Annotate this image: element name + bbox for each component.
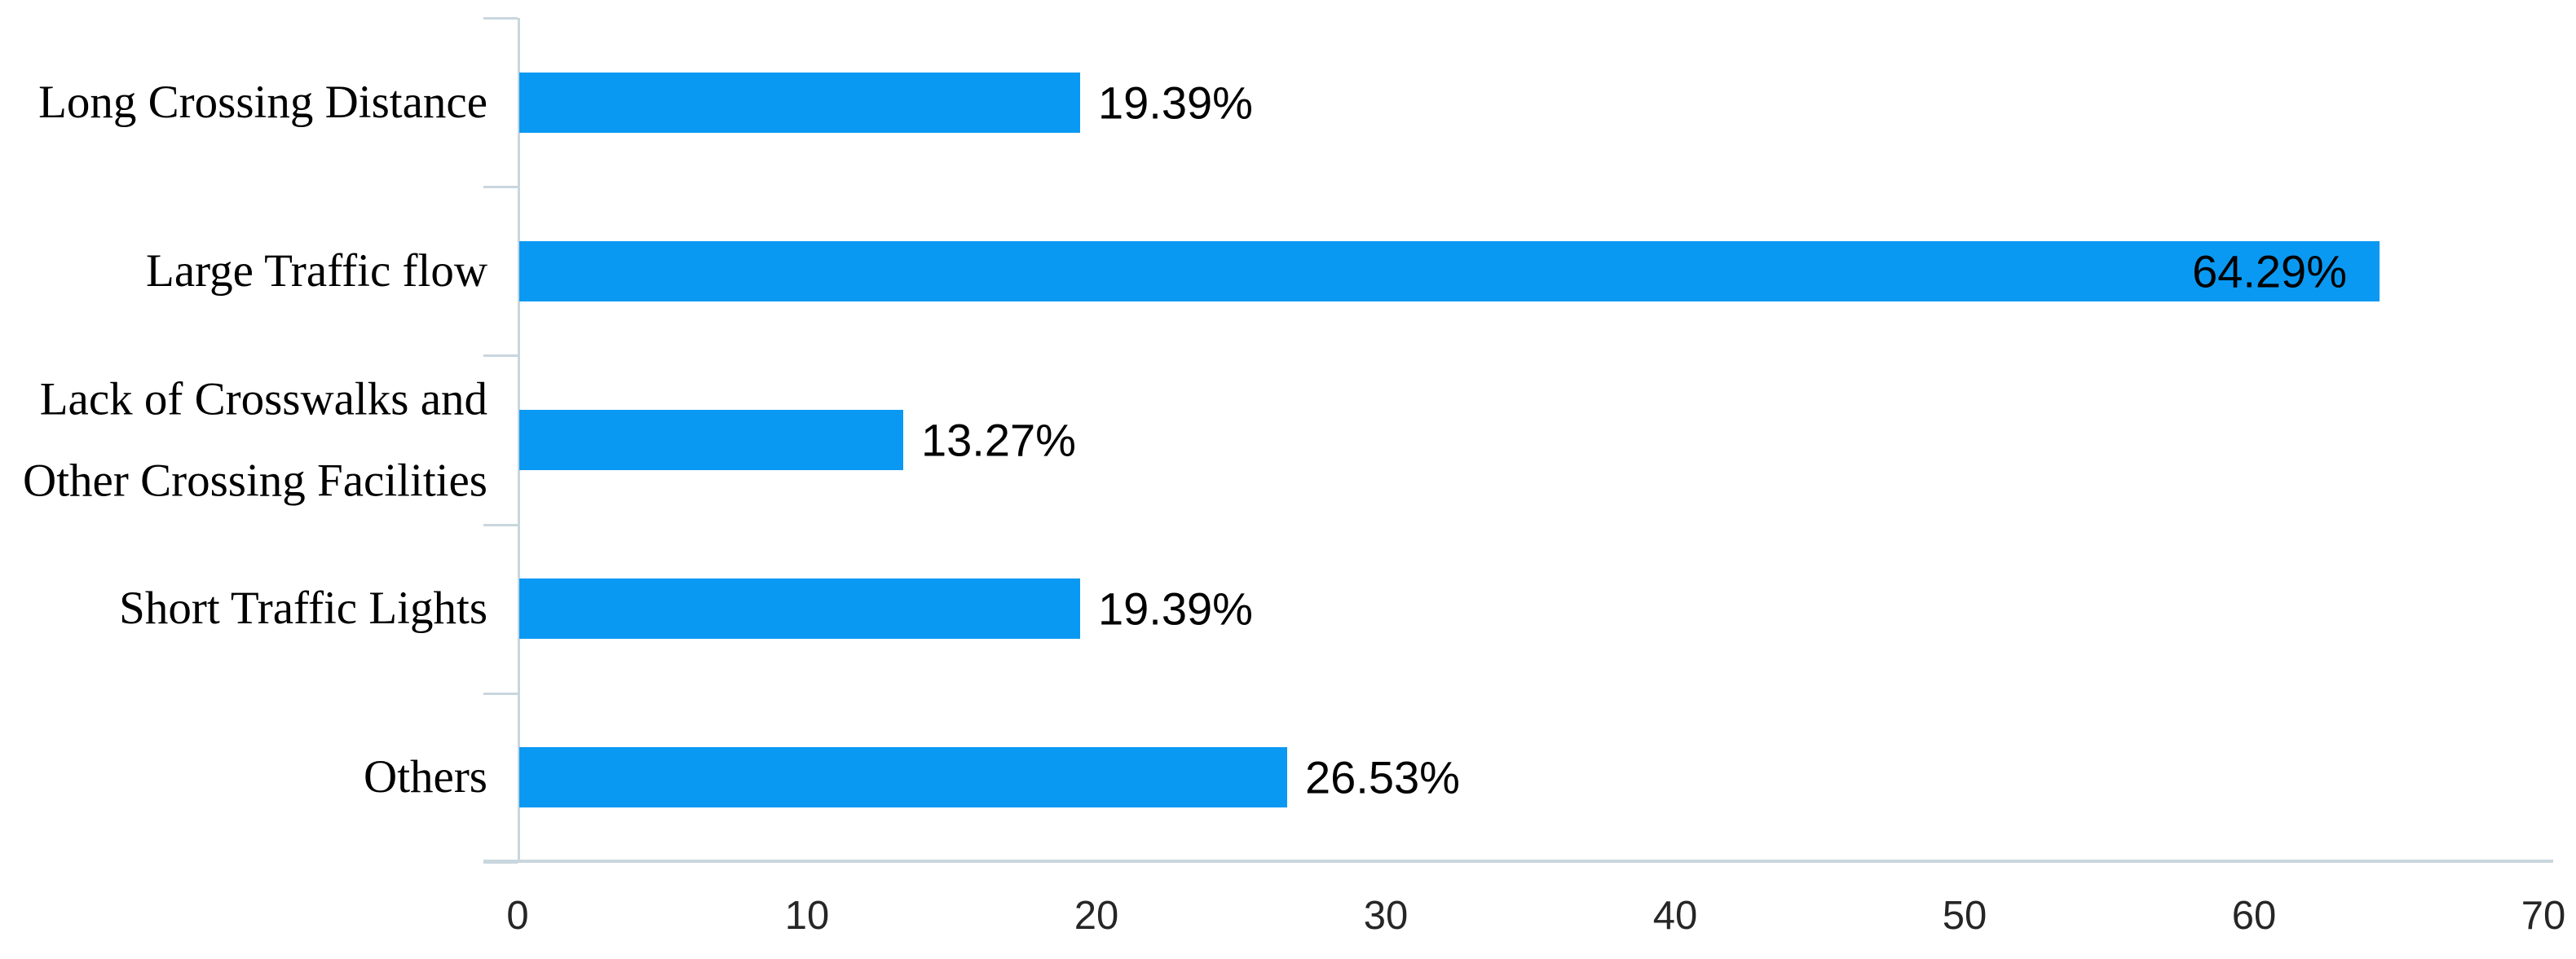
category-label-5: Others — [364, 737, 487, 818]
x-tick-label-30: 30 — [1363, 894, 1409, 938]
x-tick-label-0: 0 — [506, 894, 529, 938]
category-label-line: Lack of Crosswalks and — [39, 373, 487, 425]
x-tick-label-10: 10 — [784, 894, 830, 938]
category-label-line: Large Traffic flow — [146, 245, 487, 297]
y-axis-line — [518, 18, 520, 862]
value-label-4: 19.39% — [1098, 583, 1253, 635]
bar-5 — [519, 747, 1287, 807]
x-axis-line — [483, 860, 2553, 863]
x-tick-label-70: 70 — [2521, 894, 2566, 938]
bar-4 — [519, 578, 1080, 639]
y-axis-tick-mark — [483, 186, 518, 189]
x-tick-label-40: 40 — [1652, 894, 1698, 938]
y-axis-tick-mark — [483, 523, 518, 526]
bar-1 — [519, 73, 1080, 133]
value-label-5: 26.53% — [1305, 751, 1460, 803]
category-label-2: Large Traffic flow — [146, 231, 487, 312]
category-label-1: Long Crossing Distance — [38, 62, 487, 143]
value-label-1: 19.39% — [1098, 77, 1253, 129]
category-label-line: Short Traffic Lights — [119, 583, 487, 635]
category-label-line: Others — [364, 751, 487, 803]
category-label-line: Long Crossing Distance — [38, 77, 487, 129]
bar-2 — [519, 241, 2380, 301]
x-tick-label-60: 60 — [2231, 894, 2277, 938]
y-axis-tick-mark — [483, 692, 518, 695]
x-tick-label-50: 50 — [1942, 894, 1987, 938]
category-label-3: Lack of Crosswalks and Other Crossing Fac… — [23, 359, 487, 521]
bar-3 — [519, 410, 903, 470]
x-tick-label-20: 20 — [1074, 894, 1119, 938]
y-axis-tick-mark — [483, 861, 518, 864]
y-axis-tick-mark — [483, 354, 518, 358]
y-axis-tick-mark — [483, 17, 518, 20]
category-label-line: Other Crossing Facilities — [23, 455, 487, 506]
value-label-3: 13.27% — [921, 414, 1076, 466]
value-label-2: 64.29% — [2192, 245, 2347, 297]
category-label-4: Short Traffic Lights — [119, 568, 487, 649]
